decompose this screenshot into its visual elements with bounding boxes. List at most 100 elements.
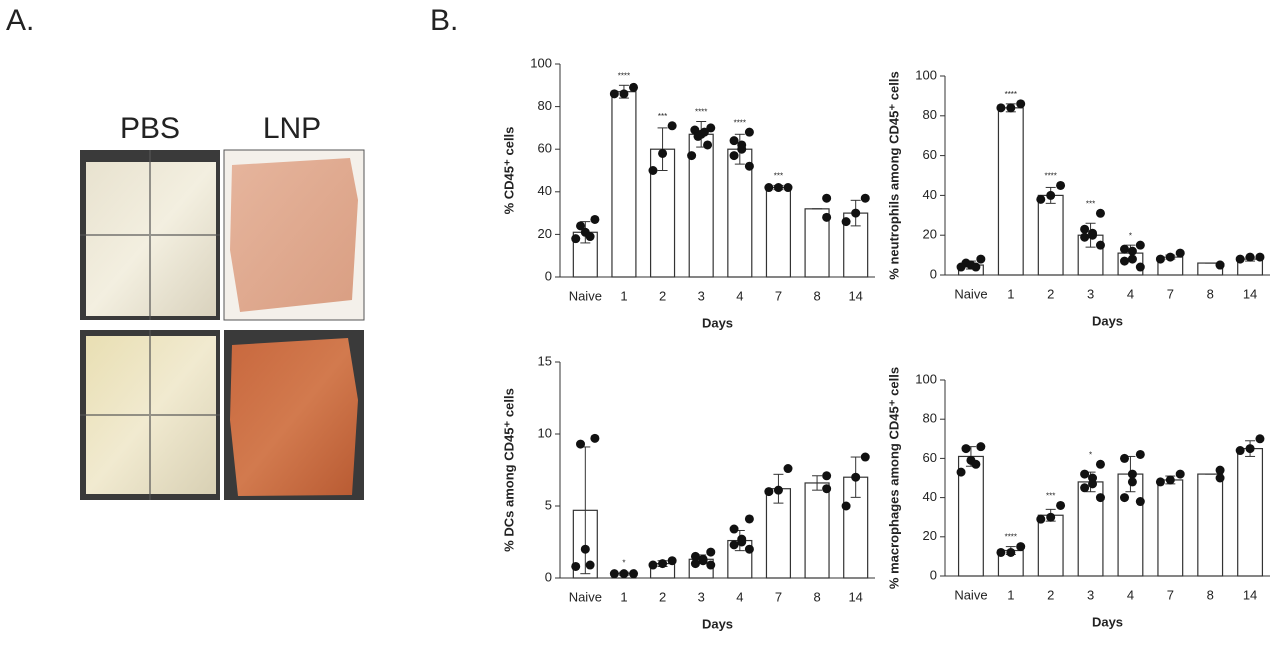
data-point — [737, 537, 747, 547]
significance-label: * — [1089, 450, 1092, 459]
data-point — [629, 569, 639, 579]
x-tick-label: 7 — [775, 589, 782, 604]
data-point — [1056, 500, 1066, 510]
x-tick-label: Naive — [954, 587, 987, 602]
data-point — [1080, 469, 1090, 479]
data-point — [585, 560, 595, 570]
data-point — [1036, 194, 1046, 204]
x-axis-label: Days — [702, 315, 733, 330]
data-point — [773, 485, 783, 495]
data-point — [576, 221, 586, 231]
data-point — [744, 161, 754, 171]
y-tick-label: 100 — [530, 55, 552, 70]
data-point — [729, 151, 739, 161]
data-point — [822, 471, 832, 481]
x-tick-label: Naive — [954, 286, 987, 301]
data-point — [687, 151, 697, 161]
y-tick-label: 20 — [923, 528, 937, 543]
significance-label: **** — [1044, 172, 1056, 181]
data-point — [841, 501, 851, 511]
y-tick-label: 80 — [538, 98, 552, 113]
bar — [1237, 448, 1264, 577]
data-point — [1127, 477, 1137, 487]
data-point — [737, 144, 747, 154]
x-tick-label: 3 — [1087, 587, 1094, 602]
y-tick-label: 10 — [538, 425, 552, 440]
data-point — [860, 452, 870, 462]
y-tick-label: 40 — [538, 183, 552, 198]
data-point — [1175, 248, 1185, 258]
data-point — [667, 556, 677, 566]
data-point — [1235, 254, 1245, 264]
data-point — [1095, 459, 1105, 469]
data-point — [1135, 449, 1145, 459]
data-point — [1135, 240, 1145, 250]
data-point — [1245, 444, 1255, 454]
data-point — [585, 232, 595, 242]
data-point — [1016, 99, 1026, 109]
data-point — [1120, 453, 1130, 463]
significance-label: * — [622, 558, 625, 567]
data-point — [822, 193, 832, 203]
error-bar — [812, 475, 823, 491]
x-tick-label: 1 — [620, 589, 627, 604]
x-tick-label: 1 — [1007, 286, 1014, 301]
data-point — [576, 439, 586, 449]
x-tick-label: 3 — [1087, 286, 1094, 301]
x-tick-label: 2 — [1047, 286, 1054, 301]
data-point — [851, 472, 861, 482]
bar — [1197, 473, 1224, 577]
data-point — [956, 467, 966, 477]
data-point — [851, 208, 861, 218]
data-point — [706, 547, 716, 557]
significance-label: *** — [1046, 492, 1055, 501]
data-point — [956, 262, 966, 272]
significance-label: *** — [658, 112, 667, 121]
data-point — [1127, 246, 1137, 256]
data-point — [1036, 514, 1046, 524]
x-tick-label: 8 — [813, 288, 820, 303]
photo-lnp — [230, 158, 358, 312]
y-axis-label: % DCs among CD45⁺ cells — [501, 388, 516, 552]
column-label: PBS — [120, 112, 180, 145]
x-tick-label: 14 — [1243, 286, 1257, 301]
data-point — [1056, 180, 1066, 190]
data-point — [1095, 493, 1105, 503]
data-point — [590, 433, 600, 443]
data-point — [729, 524, 739, 534]
data-point — [1255, 252, 1265, 262]
data-point — [1175, 469, 1185, 479]
data-point — [1046, 512, 1056, 522]
data-point — [658, 148, 668, 158]
y-axis-label: % neutrophils among CD45⁺ cells — [886, 71, 901, 279]
y-tick-label: 80 — [923, 107, 937, 122]
bar — [1037, 514, 1064, 577]
significance-label: *** — [774, 172, 783, 181]
data-point — [783, 183, 793, 193]
data-point — [690, 559, 700, 569]
data-point — [690, 551, 700, 561]
column-label: LNP — [263, 112, 321, 145]
data-point — [783, 464, 793, 474]
data-point — [1120, 493, 1130, 503]
data-point — [1080, 232, 1090, 242]
y-tick-label: 60 — [923, 450, 937, 465]
x-tick-label: 1 — [620, 288, 627, 303]
significance-label: **** — [1005, 90, 1017, 99]
x-tick-label: 14 — [848, 288, 862, 303]
data-point — [744, 514, 754, 524]
data-point — [698, 556, 708, 566]
data-point — [1127, 469, 1137, 479]
data-point — [667, 121, 677, 131]
data-point — [1215, 260, 1225, 270]
data-point — [580, 544, 590, 554]
y-tick-label: 100 — [915, 371, 937, 386]
y-tick-label: 20 — [923, 227, 937, 242]
data-point — [1006, 103, 1016, 113]
y-tick-label: 15 — [538, 353, 552, 368]
x-tick-label: 2 — [659, 589, 666, 604]
x-tick-label: Naive — [569, 589, 602, 604]
x-tick-label: 14 — [848, 589, 862, 604]
